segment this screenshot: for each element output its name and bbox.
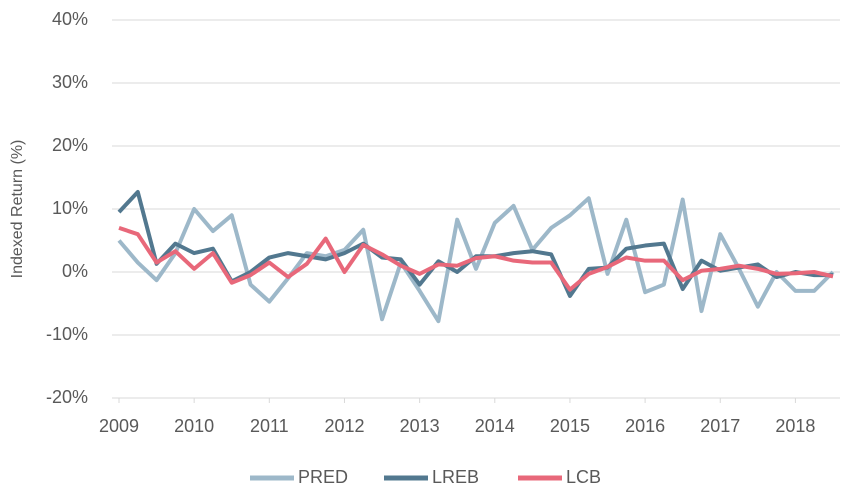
- series-line: [117, 196, 835, 324]
- x-tick-label: 2011: [250, 416, 289, 436]
- y-tick-label: 10%: [52, 198, 88, 218]
- y-tick-label: 30%: [52, 72, 88, 92]
- y-axis-title: Indexed Return (%): [9, 140, 26, 279]
- legend-label: LCB: [566, 467, 601, 487]
- x-tick-label: 2013: [400, 416, 440, 436]
- x-tick-label: 2012: [324, 416, 364, 436]
- x-tick-label: 2016: [625, 416, 665, 436]
- x-tick-label: 2014: [475, 416, 515, 436]
- y-tick-label: -10%: [46, 324, 88, 344]
- y-tick-label: -20%: [46, 387, 88, 407]
- series-line: [118, 226, 834, 292]
- x-tick-label: 2015: [550, 416, 590, 436]
- x-tick-label: 2009: [99, 416, 139, 436]
- x-tick-label: 2017: [700, 416, 740, 436]
- y-tick-label: 0%: [62, 261, 88, 281]
- x-tick-label: 2018: [775, 416, 815, 436]
- y-tick-label: 20%: [52, 135, 88, 155]
- y-tick-label: 40%: [52, 9, 88, 29]
- legend-label: PRED: [298, 467, 348, 487]
- legend-label: LREB: [432, 467, 479, 487]
- x-tick-label: 2010: [174, 416, 214, 436]
